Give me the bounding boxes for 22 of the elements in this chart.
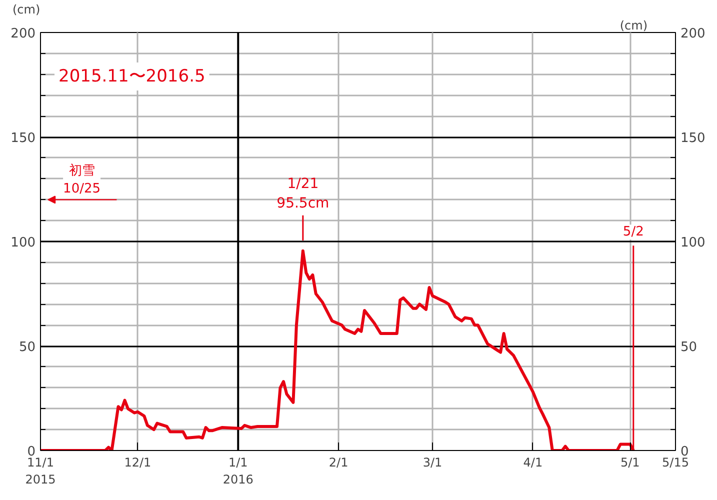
y2-axis-title: (cm) [620, 18, 648, 32]
annotation: 1/21 95.5cm [276, 176, 330, 212]
y-tick-label: 100 [10, 236, 36, 250]
ref-line-label: 5/2 [622, 224, 644, 240]
annotation: 初雪 10/25 [63, 164, 101, 197]
x-tick-label: 2/1 [328, 456, 348, 470]
x-tick-label: 4/1 [523, 456, 543, 470]
y-axis-title: (cm) [12, 2, 40, 16]
y-tick-label: 150 [10, 131, 36, 146]
x-tick-label: 12/1 [124, 456, 152, 470]
y2-tick-label: 50 [680, 340, 698, 355]
y2-tick-label: 200 [680, 26, 706, 42]
x-tick-label: 1/1 2016 [222, 456, 254, 486]
x-tick-label: 3/1 [422, 456, 442, 470]
y2-tick-label: 100 [680, 236, 706, 250]
y2-tick-label: 150 [680, 131, 706, 146]
y-tick-label: 200 [10, 26, 36, 42]
annotation: 2015.11〜2016.5 [58, 66, 206, 86]
x-tick-label: 5/1 [620, 456, 640, 470]
x-tick-label: 5/15 [662, 456, 689, 470]
x-tick-label: 11/1 2015 [25, 456, 56, 486]
y-tick-label: 50 [18, 340, 36, 355]
